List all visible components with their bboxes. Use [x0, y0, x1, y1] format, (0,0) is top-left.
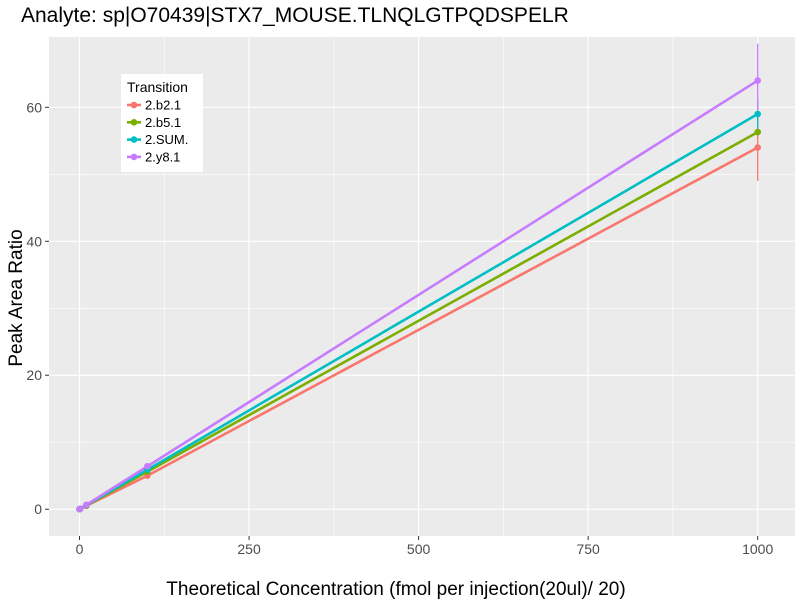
y-tick-label: 40	[26, 233, 42, 249]
legend: Transition 2.b2.1 2.b5.1 2.SUM. 2.y8.1	[121, 74, 203, 172]
legend-title: Transition	[127, 79, 188, 95]
data-point	[76, 505, 84, 513]
chart-title: Analyte: sp|O70439|STX7_MOUSE.TLNQLGTPQD…	[21, 4, 569, 27]
series-points	[76, 77, 761, 513]
legend-item: 2.b2.1	[127, 98, 181, 113]
x-axis: 0 250 500 750 1000	[76, 536, 773, 557]
y-axis-title: Peak Area Ratio	[6, 229, 27, 366]
legend-label: 2.b5.1	[145, 115, 181, 130]
legend-label: 2.SUM.	[145, 132, 188, 147]
y-axis: 0 20 40 60	[26, 99, 49, 517]
x-tick-label: 0	[76, 541, 84, 557]
legend-item: 2.y8.1	[127, 149, 180, 164]
data-point	[754, 77, 761, 84]
data-point	[144, 463, 151, 470]
x-tick-label: 750	[576, 541, 600, 557]
data-point	[754, 128, 761, 136]
y-tick-label: 60	[26, 99, 42, 115]
x-axis-title: Theoretical Concentration (fmol per inje…	[166, 579, 625, 600]
x-tick-label: 1000	[742, 541, 773, 557]
legend-key-point	[130, 119, 138, 126]
legend-item: 2.SUM.	[127, 132, 188, 147]
legend-label: 2.y8.1	[145, 149, 180, 164]
data-point	[754, 144, 761, 151]
legend-label: 2.b2.1	[145, 98, 181, 113]
data-point	[754, 110, 761, 118]
x-tick-label: 500	[407, 541, 431, 557]
y-tick-label: 0	[34, 501, 42, 517]
legend-key-point	[130, 101, 138, 109]
data-point	[83, 501, 90, 509]
legend-key-point	[130, 153, 138, 161]
x-tick-label: 250	[237, 541, 261, 557]
legend-item: 2.b5.1	[127, 115, 181, 130]
y-tick-label: 20	[26, 367, 42, 383]
legend-key-point	[130, 136, 138, 143]
